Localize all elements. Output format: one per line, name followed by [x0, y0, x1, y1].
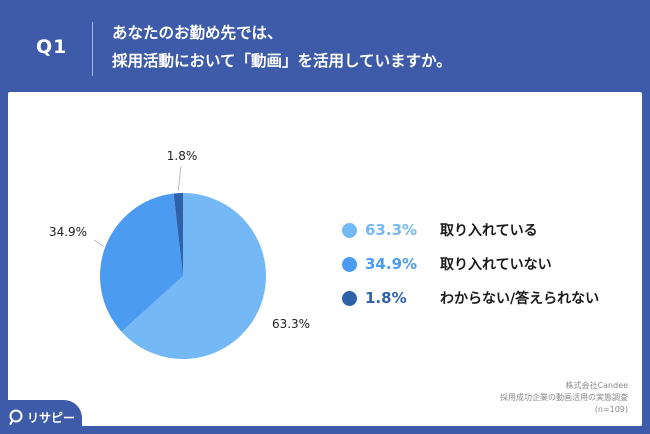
source-company: 株式会社Candee — [565, 381, 628, 390]
leader-line-3 — [177, 165, 182, 192]
resapi-logo-icon — [9, 409, 23, 425]
source-sample-size: (n=109) — [594, 405, 628, 414]
legend-swatch — [342, 222, 357, 238]
pie-slice-1 — [121, 193, 267, 359]
question-text: あなたのお勤め先では、 採用活動において「動画」を活用していますか。 — [112, 19, 452, 75]
brand-logo-text: リサピー — [27, 410, 76, 425]
pie-chart: 63.3% 34.9% 1.8% — [49, 149, 310, 359]
legend-label: 取り入れている — [440, 223, 538, 239]
legend-item-1: 63.3% 取り入れている — [342, 213, 599, 247]
chart-legend: 63.3% 取り入れている 34.9% 取り入れていない 1.8% わからない/答えられな… — [342, 213, 599, 315]
legend-label: わからない/答えられない — [440, 291, 600, 307]
slice-data-label-1: 63.3% — [272, 317, 310, 331]
question-line-2: 採用活動において「動画」を活用していますか。 — [112, 52, 452, 70]
chart-panel: 63.3% 34.9% 1.8% 63.3% 取り入れている 34.9% 取り入れていない… — [8, 92, 642, 426]
slice-data-label-2: 34.9% — [49, 225, 87, 239]
source-survey: 採用成功企業の動画活用の実態調査 — [500, 393, 628, 402]
leader-line-2 — [93, 239, 104, 247]
legend-label: 取り入れていない — [440, 257, 552, 273]
legend-swatch — [342, 290, 357, 306]
slice-data-label-3: 1.8% — [167, 149, 198, 163]
legend-percent: 34.9% — [365, 255, 418, 273]
pie-slice-2 — [100, 193, 183, 332]
legend-item-2: 34.9% 取り入れていない — [342, 247, 599, 281]
brand-logo: リサピー — [0, 400, 82, 434]
legend-swatch — [342, 256, 357, 272]
pie-slice-3 — [173, 193, 183, 276]
question-number: Q1 — [36, 36, 68, 58]
legend-percent: 1.8% — [365, 289, 407, 307]
legend-item-3: 1.8% わからない/答えられない — [342, 281, 599, 315]
question-line-1: あなたのお勤め先では、 — [112, 24, 283, 42]
source-note: 株式会社Candee 採用成功企業の動画活用の実態調査 (n=109) — [500, 380, 628, 416]
legend-percent: 63.3% — [365, 221, 418, 239]
header-divider — [92, 22, 93, 76]
